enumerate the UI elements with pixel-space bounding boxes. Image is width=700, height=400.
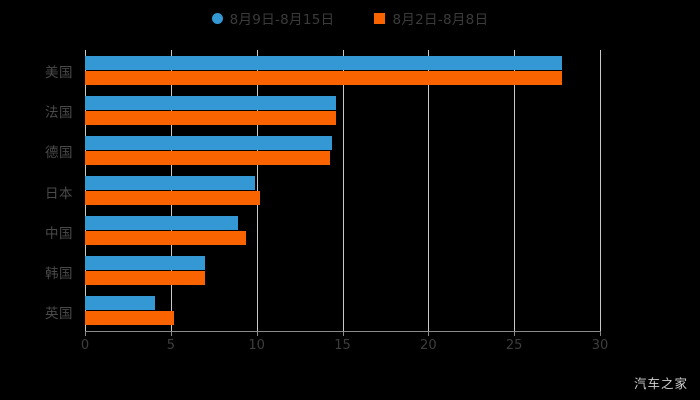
legend-item-series-a[interactable]: 8月9日-8月15日: [211, 8, 335, 28]
x-axis-tick: [514, 331, 516, 336]
gridline: [514, 50, 516, 331]
x-axis-tick-label: 0: [80, 338, 90, 353]
x-axis-tick: [600, 331, 601, 336]
y-axis-category-label: 德国: [45, 145, 73, 162]
gridline: [85, 50, 86, 331]
y-axis-category-label: 法国: [45, 105, 73, 122]
legend-circle-marker-icon: [211, 12, 223, 24]
bar: [85, 296, 156, 311]
x-axis-tick: [85, 331, 86, 336]
bar: [85, 135, 333, 150]
y-axis-category-label: 中国: [45, 225, 73, 242]
gridline: [428, 50, 430, 331]
x-axis-tick: [256, 331, 258, 336]
bar: [85, 271, 206, 286]
bar: [85, 311, 175, 326]
bar: [85, 256, 206, 271]
y-axis-category-label: 韩国: [45, 265, 73, 282]
legend-item-series-b[interactable]: 8月2日-8月8日: [374, 8, 488, 28]
bar: [85, 176, 255, 190]
gridline: [600, 50, 601, 331]
y-axis-category-label: 英国: [45, 305, 73, 322]
gridline: [256, 50, 258, 331]
bar: [85, 95, 336, 110]
x-axis-tick-label: 25: [505, 338, 523, 353]
legend-square-marker-icon: [374, 12, 386, 24]
legend-label-series-a: 8月9日-8月15日: [229, 12, 335, 28]
bar: [85, 191, 261, 205]
x-axis-tick: [170, 331, 172, 336]
bar: [85, 231, 247, 246]
x-axis-tick: [428, 331, 430, 336]
bar: [85, 216, 238, 231]
y-axis-category-labels: 美国法国德国日本中国韩国英国: [0, 50, 73, 331]
x-axis-tick-label: 5: [166, 338, 175, 353]
y-axis-category-label: 美国: [45, 65, 73, 82]
legend-label-series-b: 8月2日-8月8日: [392, 12, 489, 28]
watermark: 汽车之家: [633, 376, 688, 391]
x-axis-tick-label: 15: [334, 338, 351, 353]
bar: [85, 150, 331, 165]
plot-area: [85, 50, 601, 331]
x-axis-tick: [342, 331, 344, 336]
bar: [85, 55, 563, 70]
y-axis-category-label: 日本: [45, 185, 73, 202]
gridline: [342, 50, 344, 331]
bar: [85, 70, 563, 85]
x-axis-tick-label: 30: [591, 338, 609, 353]
x-axis-tick-label: 10: [248, 338, 265, 353]
chart-legend: 8月9日-8月15日 8月2日-8月8日: [0, 6, 700, 30]
x-axis-tick-label: 20: [420, 338, 437, 353]
gridline: [170, 50, 172, 331]
bar: [85, 110, 336, 125]
